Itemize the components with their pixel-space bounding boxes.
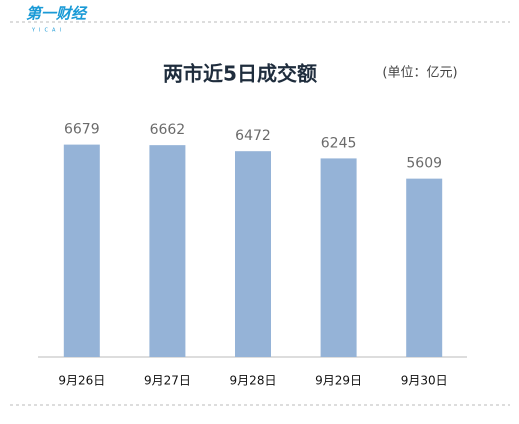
logo: 第一财经 [26, 5, 88, 23]
x-tick-label: 9月28日 [230, 374, 277, 388]
bar [63, 144, 100, 357]
x-tick-label: 9月26日 [58, 374, 105, 388]
x-tick-label: 9月27日 [144, 374, 191, 388]
bar [235, 151, 271, 357]
value-label: 5609 [406, 156, 442, 172]
value-label: 6662 [150, 122, 186, 138]
x-tick-label: 9月30日 [401, 374, 448, 388]
x-tick-label: 9月29日 [315, 374, 362, 388]
chart-title: 两市近5日成交额 [163, 62, 317, 86]
value-label: 6679 [64, 122, 100, 138]
unit-label: (单位：亿元) [382, 66, 457, 81]
bar [406, 178, 443, 357]
value-label: 6245 [321, 135, 357, 151]
bar [149, 145, 186, 357]
logo-sub: YICAI [31, 28, 65, 34]
value-label: 6472 [235, 128, 271, 144]
bar [320, 158, 357, 357]
